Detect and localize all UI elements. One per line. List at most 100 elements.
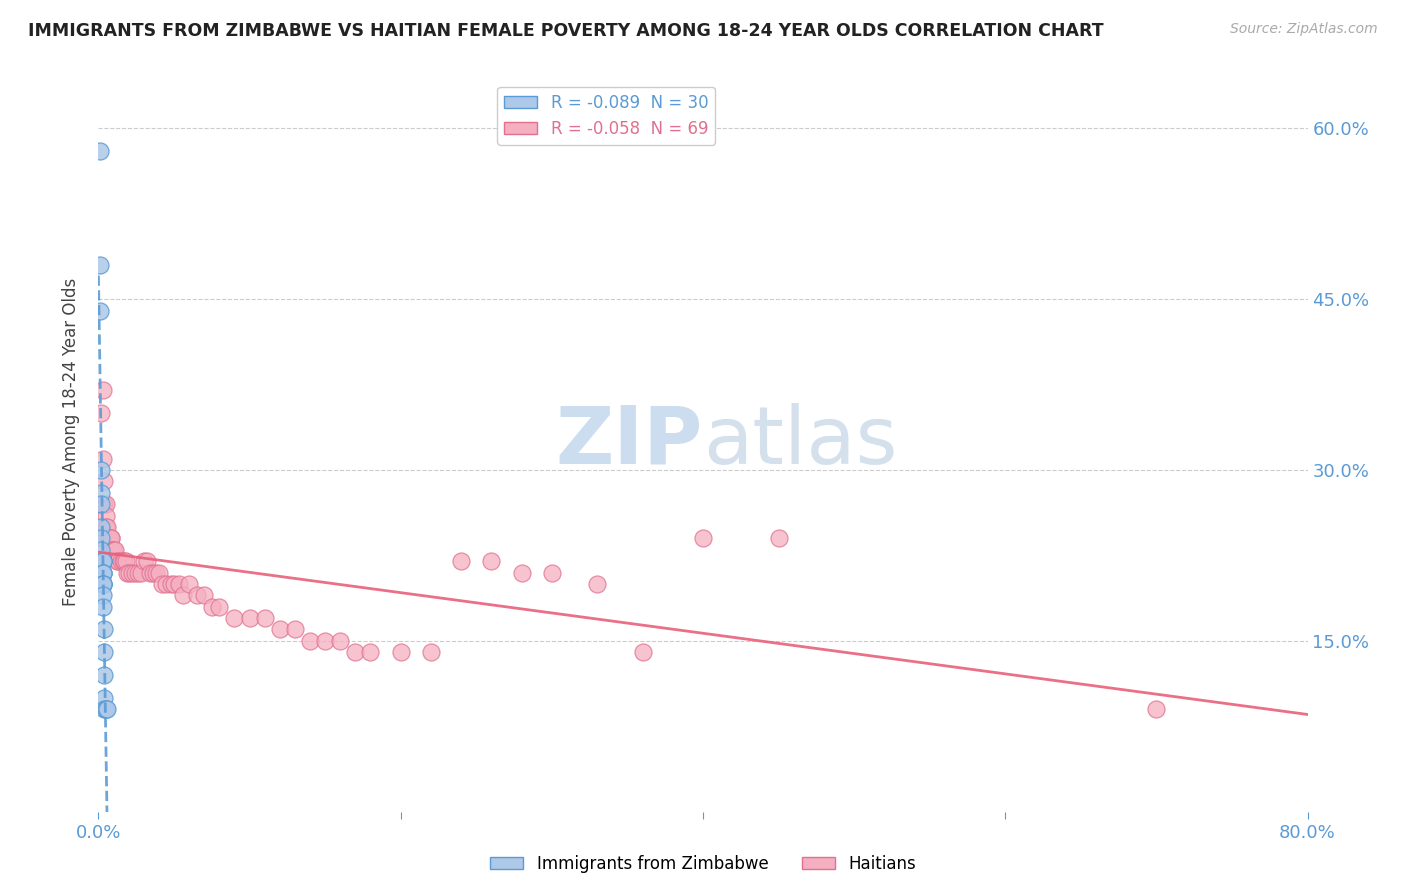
Point: [284, 623, 307, 637]
Point: [93, 475, 115, 489]
Point: [93, 645, 115, 659]
Point: [94, 508, 117, 523]
Point: [105, 554, 128, 568]
Point: [1144, 702, 1167, 716]
Point: [89, 258, 111, 272]
Point: [100, 532, 122, 546]
Point: [314, 633, 336, 648]
Point: [167, 577, 190, 591]
Point: [91, 577, 114, 591]
Point: [160, 577, 183, 591]
Point: [91, 599, 114, 614]
Point: [101, 542, 124, 557]
Point: [91, 588, 114, 602]
Point: [111, 554, 134, 568]
Point: [139, 566, 162, 580]
Point: [91, 554, 114, 568]
Text: ZIP: ZIP: [555, 402, 703, 481]
Point: [90, 520, 112, 534]
Point: [129, 566, 152, 580]
Point: [510, 566, 533, 580]
Text: IMMIGRANTS FROM ZIMBABWE VS HAITIAN FEMALE POVERTY AMONG 18-24 YEAR OLDS CORRELA: IMMIGRANTS FROM ZIMBABWE VS HAITIAN FEMA…: [28, 22, 1104, 40]
Point: [90, 463, 112, 477]
Point: [93, 668, 115, 682]
Point: [692, 532, 714, 546]
Point: [91, 384, 114, 398]
Point: [94, 702, 117, 716]
Point: [112, 554, 135, 568]
Point: [193, 588, 215, 602]
Point: [114, 554, 136, 568]
Point: [94, 520, 117, 534]
Point: [98, 532, 121, 546]
Point: [299, 633, 322, 648]
Y-axis label: Female Poverty Among 18-24 Year Olds: Female Poverty Among 18-24 Year Olds: [62, 277, 80, 606]
Point: [155, 577, 177, 591]
Point: [96, 532, 118, 546]
Point: [186, 588, 208, 602]
Point: [91, 566, 114, 580]
Point: [91, 566, 114, 580]
Point: [91, 451, 114, 466]
Point: [98, 532, 121, 546]
Point: [91, 566, 114, 580]
Text: atlas: atlas: [703, 402, 897, 481]
Point: [420, 645, 443, 659]
Point: [132, 554, 155, 568]
Point: [631, 645, 654, 659]
Legend: Immigrants from Zimbabwe, Haitians: Immigrants from Zimbabwe, Haitians: [484, 848, 922, 880]
Point: [224, 611, 246, 625]
Legend: R = -0.089  N = 30, R = -0.058  N = 69: R = -0.089 N = 30, R = -0.058 N = 69: [498, 87, 716, 145]
Point: [94, 497, 117, 511]
Point: [89, 144, 111, 158]
Point: [389, 645, 412, 659]
Point: [90, 497, 112, 511]
Point: [121, 566, 143, 580]
Point: [253, 611, 276, 625]
Point: [90, 542, 112, 557]
Point: [91, 577, 114, 591]
Point: [107, 554, 129, 568]
Point: [91, 554, 114, 568]
Point: [101, 542, 124, 557]
Point: [148, 566, 170, 580]
Point: [90, 532, 112, 546]
Point: [118, 566, 141, 580]
Point: [90, 485, 112, 500]
Point: [481, 554, 503, 568]
Point: [150, 577, 173, 591]
Point: [329, 633, 352, 648]
Point: [360, 645, 382, 659]
Point: [208, 599, 231, 614]
Point: [91, 577, 114, 591]
Point: [586, 577, 609, 591]
Point: [179, 577, 201, 591]
Point: [93, 497, 115, 511]
Point: [93, 702, 115, 716]
Point: [93, 690, 115, 705]
Point: [91, 554, 114, 568]
Point: [540, 566, 562, 580]
Point: [89, 497, 111, 511]
Point: [344, 645, 367, 659]
Point: [91, 577, 114, 591]
Point: [127, 566, 149, 580]
Point: [145, 566, 167, 580]
Point: [110, 554, 132, 568]
Point: [89, 303, 111, 318]
Point: [94, 702, 117, 716]
Point: [142, 566, 165, 580]
Point: [239, 611, 262, 625]
Point: [96, 702, 118, 716]
Point: [201, 599, 224, 614]
Point: [135, 554, 157, 568]
Point: [90, 406, 112, 420]
Point: [103, 542, 125, 557]
Point: [91, 554, 114, 568]
Point: [172, 588, 194, 602]
Point: [124, 566, 146, 580]
Point: [96, 520, 118, 534]
Point: [93, 623, 115, 637]
Point: [269, 623, 291, 637]
Point: [450, 554, 472, 568]
